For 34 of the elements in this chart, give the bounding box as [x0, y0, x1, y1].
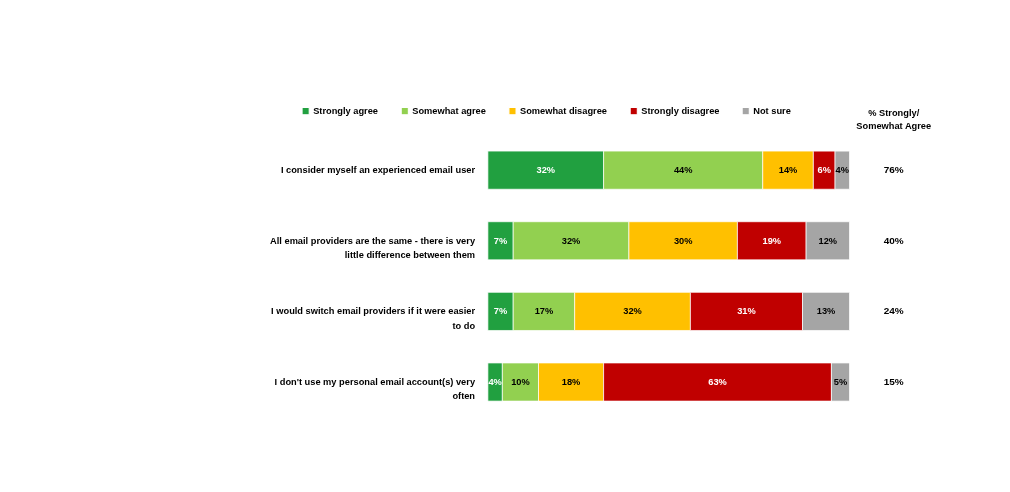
data-label: 19% — [762, 235, 782, 246]
data-label: 5% — [833, 376, 848, 387]
text: 40% — [883, 234, 904, 246]
data-label: 31% — [737, 306, 756, 317]
legend-label: Somewhat disagree — [519, 106, 608, 117]
legend-label: Strongly agree — [313, 106, 379, 117]
data-label: 12% — [818, 235, 838, 246]
data-label: 32% — [561, 235, 581, 246]
data-label: 44% — [673, 165, 693, 176]
y-tick-label: I would switch email providers if it were easier to do — [271, 306, 476, 331]
y-tick-label: I consider myself an experienced email user — [280, 165, 476, 176]
data-label: 30% — [673, 235, 693, 246]
data-label: 7% — [493, 306, 508, 317]
data-label: 63% — [708, 376, 727, 387]
y-tick-label: All email providers are the same - there is very little difference between them — [270, 235, 476, 260]
legend-label: Somewhat agree — [412, 106, 486, 117]
text: 24% — [883, 305, 904, 317]
data-label: 32% — [536, 165, 556, 176]
text: % Strongly/ Somewhat Agree — [856, 108, 932, 132]
data-label: 14% — [778, 165, 798, 176]
data-label: 7% — [493, 235, 508, 246]
legend-label: Strongly disagree — [641, 106, 720, 117]
legend-label: Not sure — [753, 106, 791, 117]
text: 15% — [883, 375, 904, 387]
data-label: 17% — [534, 306, 554, 317]
data-label: 6% — [817, 165, 831, 176]
data-label: 13% — [816, 306, 836, 317]
text: 76% — [883, 164, 904, 176]
data-label: 10% — [511, 376, 530, 387]
data-label: 32% — [623, 306, 642, 317]
data-label: 4% — [488, 376, 502, 387]
data-label: 18% — [561, 376, 581, 387]
data-label: 4% — [835, 165, 849, 176]
y-tick-label: I don't use my personal email account(s) very often — [274, 376, 476, 402]
